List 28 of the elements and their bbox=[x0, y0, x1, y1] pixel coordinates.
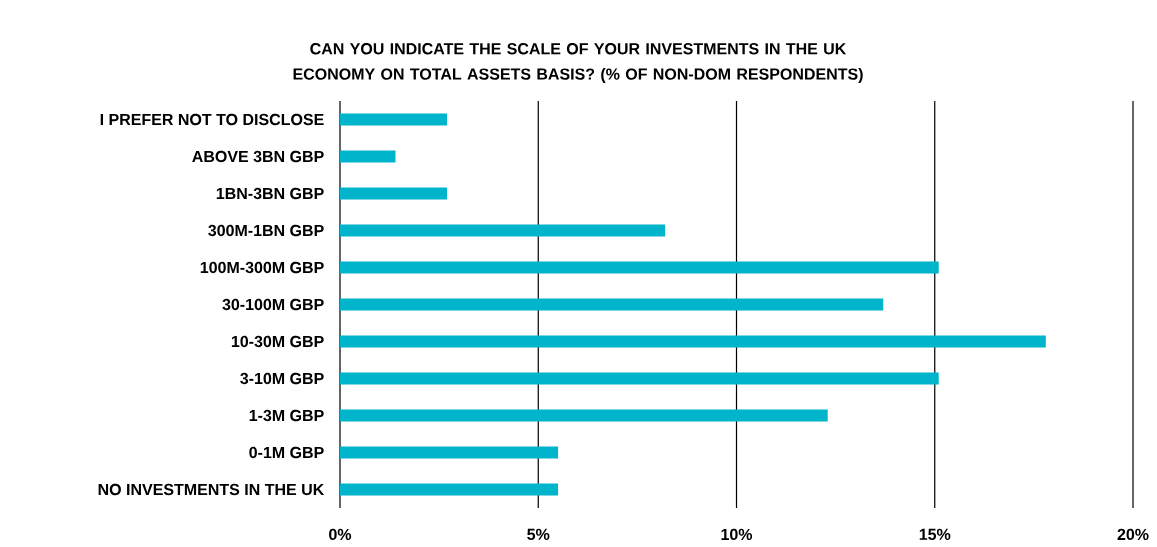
bar bbox=[340, 224, 666, 237]
y-tick-label: I PREFER NOT TO DISCLOSE bbox=[100, 113, 324, 126]
bar bbox=[340, 113, 448, 126]
x-tick-label: 20% bbox=[1117, 528, 1149, 541]
y-tick-label: 300M-1BN GBP bbox=[208, 224, 324, 237]
bar bbox=[340, 409, 828, 422]
x-tick-label: 10% bbox=[721, 528, 753, 541]
y-tick-label: ABOVE 3BN GBP bbox=[192, 150, 324, 163]
y-tick-label: 100M-300M GBP bbox=[200, 261, 324, 274]
bar bbox=[340, 187, 448, 200]
x-tick-label: 0% bbox=[329, 528, 352, 541]
bar bbox=[340, 372, 939, 385]
y-tick-label: 0-1M GBP bbox=[249, 446, 324, 459]
y-tick-label: 1BN-3BN GBP bbox=[216, 187, 324, 200]
y-tick-label: 1-3M GBP bbox=[249, 409, 324, 422]
bar bbox=[340, 483, 559, 496]
y-tick-label: 3-10M GBP bbox=[240, 372, 324, 385]
bar bbox=[340, 150, 396, 163]
y-tick-label: 10-30M GBP bbox=[231, 335, 324, 348]
bar bbox=[340, 335, 1046, 348]
chart-title: CAN YOU INDICATE THE SCALE OF YOUR INVESTMENTS IN THE UK ECONOMY ON TOTAL ASSETS BASIS? (% OF NON-DOM RESPONDENTS) bbox=[293, 43, 863, 83]
bar bbox=[340, 261, 939, 274]
x-tick-label: 5% bbox=[527, 528, 550, 540]
bar bbox=[340, 446, 559, 459]
y-tick-label: 30-100M GBP bbox=[222, 298, 324, 311]
y-tick-label: NO INVESTMENTS IN THE UK bbox=[98, 483, 325, 496]
bar bbox=[340, 298, 884, 311]
x-tick-label: 15% bbox=[919, 528, 951, 540]
